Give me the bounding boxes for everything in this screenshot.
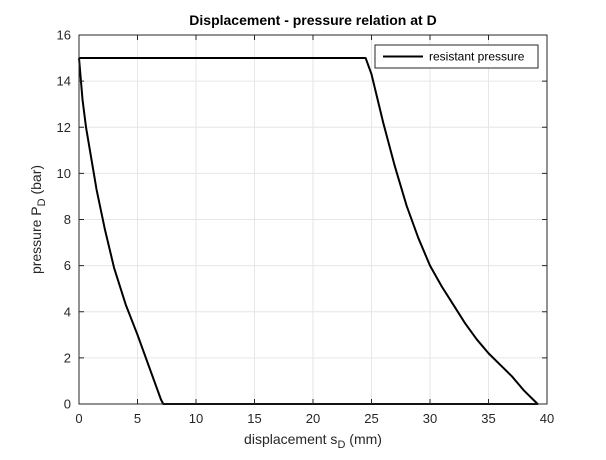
grid [78, 34, 548, 405]
y-tick-label: 0 [64, 397, 71, 412]
x-axis-title: displacement sD (mm) [244, 431, 382, 451]
x-tick-label: 25 [364, 411, 378, 426]
chart-title: Displacement - pressure relation at D [189, 12, 436, 28]
y-axis-title-subscript: D [36, 198, 48, 206]
y-axis-title-main: pressure P [28, 206, 44, 274]
y-tick-label: 10 [57, 166, 71, 181]
x-tick-label: 0 [75, 411, 82, 426]
y-tick-label: 12 [57, 120, 71, 135]
x-axis-title-unit: (mm) [345, 431, 382, 447]
y-tick-label: 2 [64, 350, 71, 365]
legend-box [374, 44, 539, 69]
y-axis-title: pressure PD (bar) [28, 165, 48, 274]
x-tick-label: 15 [247, 411, 261, 426]
ticks: 0 5 10 15 20 25 30 35 40 0 2 4 6 8 10 12 14 16 [57, 28, 555, 427]
x-tick-label: 30 [423, 411, 437, 426]
y-tick-label: 16 [57, 28, 71, 43]
series-layer [78, 57, 539, 405]
x-tick-label: 10 [189, 411, 203, 426]
legend: resistant pressure [374, 44, 539, 69]
x-tick-label: 20 [306, 411, 320, 426]
legend-label-resistant-pressure: resistant pressure [429, 50, 525, 64]
x-tick-label: 40 [540, 411, 554, 426]
y-axis-title-unit: (bar) [28, 165, 44, 198]
x-axis-title-main: displacement s [244, 431, 337, 447]
y-tick-label: 8 [64, 212, 71, 227]
x-axis-title-subscript: D [337, 439, 345, 451]
series-line-resistant-pressure [78, 57, 539, 405]
x-tick-label: 5 [134, 411, 141, 426]
x-tick-label: 35 [481, 411, 495, 426]
y-tick-label: 6 [64, 258, 71, 273]
y-tick-label: 14 [57, 74, 71, 89]
y-tick-label: 4 [64, 304, 71, 319]
